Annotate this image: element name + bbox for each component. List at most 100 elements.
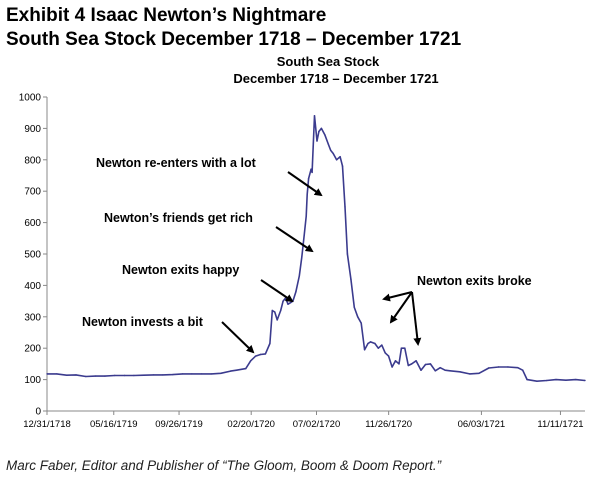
data-point	[280, 309, 282, 312]
data-point	[363, 349, 366, 351]
x-tick-label: 11/11/1721	[537, 419, 583, 430]
data-point	[377, 347, 379, 349]
data-point	[341, 165, 344, 167]
data-point	[374, 342, 376, 345]
data-point	[46, 373, 48, 375]
data-point	[56, 373, 58, 375]
data-point	[305, 215, 307, 217]
data-point	[507, 366, 509, 368]
data-point	[384, 352, 386, 354]
data-point	[497, 366, 500, 368]
data-point	[320, 127, 323, 130]
annotation-arrow	[260, 279, 294, 303]
data-point	[439, 367, 441, 369]
data-point	[367, 342, 369, 345]
data-point	[357, 316, 359, 318]
data-point	[210, 373, 213, 375]
data-point	[282, 300, 284, 302]
data-point	[394, 360, 397, 362]
y-tick-label: 200	[24, 344, 41, 355]
data-point	[415, 360, 417, 362]
annotation-label: Newton exits broke	[417, 274, 532, 288]
data-point	[353, 306, 355, 309]
data-point	[387, 355, 390, 357]
data-point	[546, 379, 548, 382]
data-point	[287, 303, 289, 305]
annotation-arrow	[389, 291, 413, 324]
x-tick-label: 05/16/1719	[90, 419, 138, 430]
data-point	[65, 374, 68, 376]
data-point	[94, 375, 97, 377]
data-point	[229, 370, 232, 372]
data-point	[152, 374, 155, 376]
y-tick-label: 900	[24, 124, 41, 135]
annotation-layer: Newton invests a bit Newton exits happy Ne…	[82, 156, 532, 354]
data-point	[381, 344, 383, 346]
data-point	[310, 168, 312, 170]
y-tick-label: 800	[24, 155, 41, 166]
data-point	[346, 253, 349, 255]
annotation-label: Newton’s friends get rich	[104, 211, 253, 225]
footer-credit: Marc Faber, Editor and Publisher of “The…	[6, 458, 442, 473]
x-tick-label: 09/26/1719	[155, 419, 203, 430]
data-point	[575, 378, 577, 381]
y-tick-label: 100	[24, 375, 41, 386]
data-point	[181, 373, 184, 375]
data-point	[459, 371, 461, 373]
exhibit-title-line1: Exhibit 4 Isaac Newton’s Nightmare	[6, 5, 327, 26]
data-point	[303, 234, 305, 236]
data-point	[327, 143, 329, 145]
y-tick-label: 500	[24, 250, 41, 261]
data-point	[274, 311, 276, 313]
data-point	[398, 363, 400, 365]
data-point	[289, 302, 292, 304]
annotation-arrow	[221, 321, 255, 354]
data-point	[220, 372, 222, 374]
data-point	[584, 379, 586, 382]
data-point	[276, 319, 278, 321]
data-point	[332, 152, 334, 155]
annotation-arrow	[382, 291, 413, 302]
data-point	[488, 367, 490, 369]
annotation-arrow	[287, 171, 323, 197]
data-point	[400, 347, 403, 349]
annotation-arrow	[275, 226, 314, 253]
data-point	[316, 140, 318, 142]
data-point	[522, 369, 524, 371]
y-tick-label: 400	[24, 281, 41, 292]
exhibit-title-line2: South Sea Stock December 1718 – December…	[6, 29, 462, 50]
annotation-arrow	[411, 291, 422, 346]
data-point	[468, 373, 471, 375]
data-point	[143, 374, 145, 376]
series-layer	[46, 115, 586, 382]
y-tick-label: 600	[24, 218, 41, 229]
data-point	[330, 149, 332, 152]
data-point	[114, 374, 116, 377]
annotation-label: Newton invests a bit	[82, 315, 204, 329]
x-tick-label: 11/26/1720	[365, 419, 412, 430]
data-point	[344, 206, 346, 208]
x-tick-label: 06/03/1721	[458, 419, 506, 430]
data-point	[235, 369, 238, 371]
data-point	[301, 256, 303, 258]
data-point	[172, 373, 174, 376]
data-point	[404, 347, 406, 349]
data-point	[360, 322, 362, 324]
y-tick-label: 0	[35, 407, 41, 418]
data-point	[407, 364, 409, 367]
data-point	[264, 353, 267, 355]
data-point	[526, 378, 528, 381]
data-point	[434, 370, 436, 372]
data-point	[200, 373, 203, 375]
data-point	[444, 369, 446, 371]
data-point	[104, 375, 106, 377]
data-point	[313, 115, 316, 117]
data-point	[318, 130, 320, 133]
chart-subtitle: December 1718 – December 1721	[233, 71, 438, 86]
axes: 0 100 200 300 400 500 600 700 800 900 1000 12/31/17…	[19, 93, 585, 430]
x-tick-label: 07/02/1720	[293, 419, 341, 430]
y-tick-label: 700	[24, 187, 41, 198]
annotation-label: Newton re-enters with a lot	[96, 156, 257, 170]
data-point	[517, 367, 519, 369]
data-point	[75, 374, 77, 376]
